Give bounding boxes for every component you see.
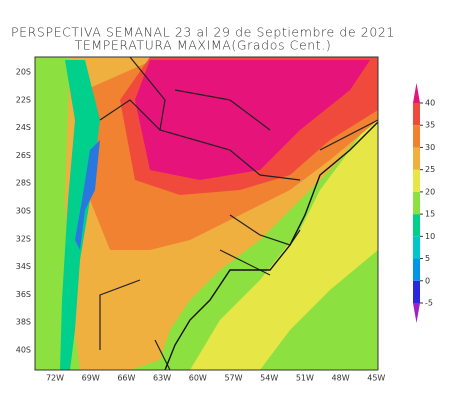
- colorbar-label: 5: [425, 254, 430, 263]
- colorbar-band: [413, 214, 420, 237]
- lon-label: 54W: [260, 374, 278, 383]
- lat-label: 40S: [16, 346, 31, 355]
- colorbar-label: 10: [425, 232, 435, 241]
- title: PERSPECTIVA SEMANAL 23 al 29 de Septiemb…: [11, 25, 395, 40]
- colorbar-label: -5: [425, 299, 433, 308]
- subtitle: TEMPERATURA MAXIMA(Grados Cent.): [75, 38, 332, 53]
- lat-label: 26S: [16, 151, 31, 160]
- lon-label: 63W: [153, 374, 171, 383]
- map: [35, 57, 378, 370]
- colorbar-label: 35: [425, 121, 435, 130]
- lat-label: 34S: [16, 262, 31, 271]
- colorbar-band: [413, 147, 420, 170]
- colorbar-band: [413, 258, 420, 281]
- lat-label: 28S: [16, 179, 31, 188]
- colorbar-band: [413, 236, 420, 259]
- lon-label: 72W: [46, 374, 64, 383]
- map-frame: [34, 56, 379, 371]
- colorbar-label: 0: [425, 276, 430, 285]
- lon-label: 66W: [117, 374, 135, 383]
- colorbar-label: 25: [425, 165, 435, 174]
- lat-label: 20S: [16, 68, 31, 77]
- lon-label: 48W: [332, 374, 350, 383]
- colorbar-label: 20: [425, 187, 435, 196]
- lat-label: 22S: [16, 95, 31, 104]
- lat-label: 36S: [16, 290, 31, 299]
- lon-label: 45W: [367, 374, 385, 383]
- colorbar-label: 15: [425, 210, 435, 219]
- lat-label: 38S: [16, 318, 31, 327]
- colorbar-label: 40: [425, 99, 435, 108]
- colorbar-band: [413, 191, 420, 215]
- lat-label: 32S: [16, 234, 31, 243]
- lon-label: 60W: [189, 374, 207, 383]
- lat-label: 24S: [16, 123, 31, 132]
- colorbar-end: [413, 83, 420, 103]
- colorbar-label: 30: [425, 143, 435, 152]
- lon-label: 51W: [296, 374, 314, 383]
- lat-label: 30S: [16, 207, 31, 216]
- colorbar-end: [413, 303, 420, 323]
- colorbar-band: [413, 125, 420, 148]
- colorbar-band: [413, 103, 420, 126]
- lon-label: 57W: [224, 374, 242, 383]
- colorbar-band: [413, 280, 420, 303]
- lon-label: 69W: [82, 374, 100, 383]
- colorbar-band: [413, 169, 420, 192]
